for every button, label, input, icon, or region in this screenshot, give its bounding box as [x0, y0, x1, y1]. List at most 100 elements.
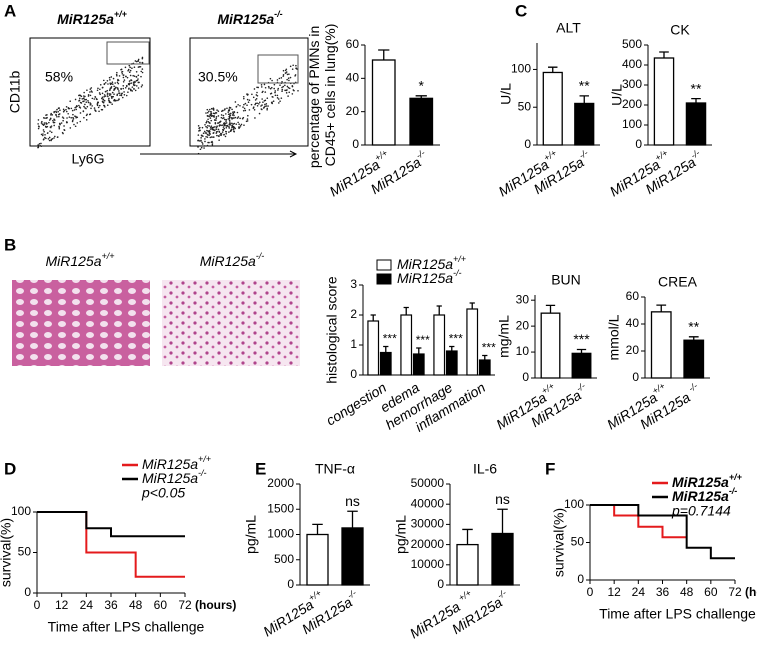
- dot: [52, 121, 55, 124]
- dot: [140, 85, 143, 88]
- dot: [95, 98, 98, 100]
- dot: [141, 68, 144, 70]
- dot: [48, 136, 51, 139]
- dot: [206, 120, 208, 123]
- significance: *: [419, 78, 425, 94]
- dot: [122, 76, 125, 79]
- dot: [131, 90, 134, 92]
- dot: [200, 137, 202, 139]
- dot: [62, 132, 64, 135]
- dot: [129, 74, 132, 77]
- y-tick-label: 0: [24, 585, 31, 599]
- dot: [48, 121, 50, 124]
- dot: [63, 129, 66, 132]
- dot: [238, 127, 240, 130]
- dot: [131, 67, 133, 70]
- y-tick-label: 50: [18, 545, 32, 559]
- dot: [210, 125, 213, 127]
- dot: [244, 109, 247, 112]
- significance: ***: [383, 332, 397, 346]
- dot: [212, 128, 215, 131]
- dot: [212, 136, 214, 138]
- x-unit: (hours): [745, 585, 757, 599]
- dot: [246, 94, 249, 96]
- dot: [271, 79, 273, 82]
- x-tick-label: 12: [55, 598, 69, 612]
- error-bar: [469, 302, 475, 309]
- panel-letter: A: [4, 1, 16, 20]
- dot: [212, 108, 215, 110]
- y-tick-label: 100: [622, 117, 642, 131]
- dot: [132, 83, 135, 86]
- dot: [237, 121, 239, 124]
- dot: [37, 144, 39, 146]
- dot: [98, 104, 101, 107]
- dot: [122, 80, 125, 83]
- y-tick-label: 50: [571, 535, 585, 549]
- bar: [445, 350, 458, 376]
- dot: [128, 80, 131, 82]
- dot: [207, 130, 209, 132]
- dot: [253, 108, 256, 111]
- dot: [252, 106, 255, 108]
- gate-label: 58%: [45, 69, 73, 85]
- y-tick-label: 400: [622, 57, 642, 71]
- dot: [79, 120, 82, 123]
- x-tick-label: 24: [80, 598, 94, 612]
- legend-swatch: [376, 273, 392, 285]
- dot: [120, 94, 123, 97]
- dot: [79, 94, 82, 97]
- dot: [201, 143, 204, 145]
- dot: [108, 76, 111, 79]
- dot: [264, 103, 266, 106]
- dot: [110, 76, 113, 78]
- dot: [137, 58, 140, 61]
- dot: [221, 131, 224, 133]
- dot: [123, 91, 125, 93]
- dot: [228, 108, 231, 110]
- dot: [103, 83, 106, 86]
- dot: [200, 140, 202, 142]
- dot: [139, 65, 142, 68]
- dot: [258, 112, 261, 115]
- dot: [210, 107, 213, 110]
- bar: [683, 339, 705, 379]
- dot: [114, 82, 116, 84]
- dot: [55, 113, 57, 116]
- dot: [254, 99, 257, 101]
- dot: [137, 78, 139, 80]
- dot: [50, 125, 53, 127]
- dot: [46, 125, 49, 128]
- dot: [141, 57, 144, 60]
- significance: ***: [573, 331, 590, 347]
- y-tick-label: 10: [516, 344, 530, 358]
- dot: [266, 107, 269, 110]
- dot: [213, 119, 216, 121]
- dot: [54, 135, 56, 138]
- dot: [230, 128, 233, 131]
- dot: [269, 87, 272, 90]
- gate: [257, 54, 299, 84]
- dot: [85, 98, 88, 101]
- dot: [285, 72, 287, 74]
- significance: ***: [482, 341, 496, 355]
- dot: [140, 70, 143, 73]
- dot: [57, 113, 60, 116]
- dot: [227, 109, 230, 112]
- dot: [122, 96, 124, 99]
- dot: [204, 138, 206, 140]
- y-tick-label: 50000: [411, 476, 445, 490]
- dot: [81, 98, 84, 100]
- dot: [126, 76, 129, 79]
- dot: [118, 90, 120, 92]
- error-bar: [370, 314, 376, 321]
- dot: [89, 88, 92, 90]
- dot: [239, 117, 241, 120]
- dot: [37, 146, 40, 148]
- dot: [110, 87, 112, 89]
- dot: [119, 94, 121, 97]
- dot: [225, 124, 227, 127]
- dot: [292, 89, 295, 91]
- dot: [129, 88, 132, 91]
- y-tick-label: 1: [350, 337, 357, 351]
